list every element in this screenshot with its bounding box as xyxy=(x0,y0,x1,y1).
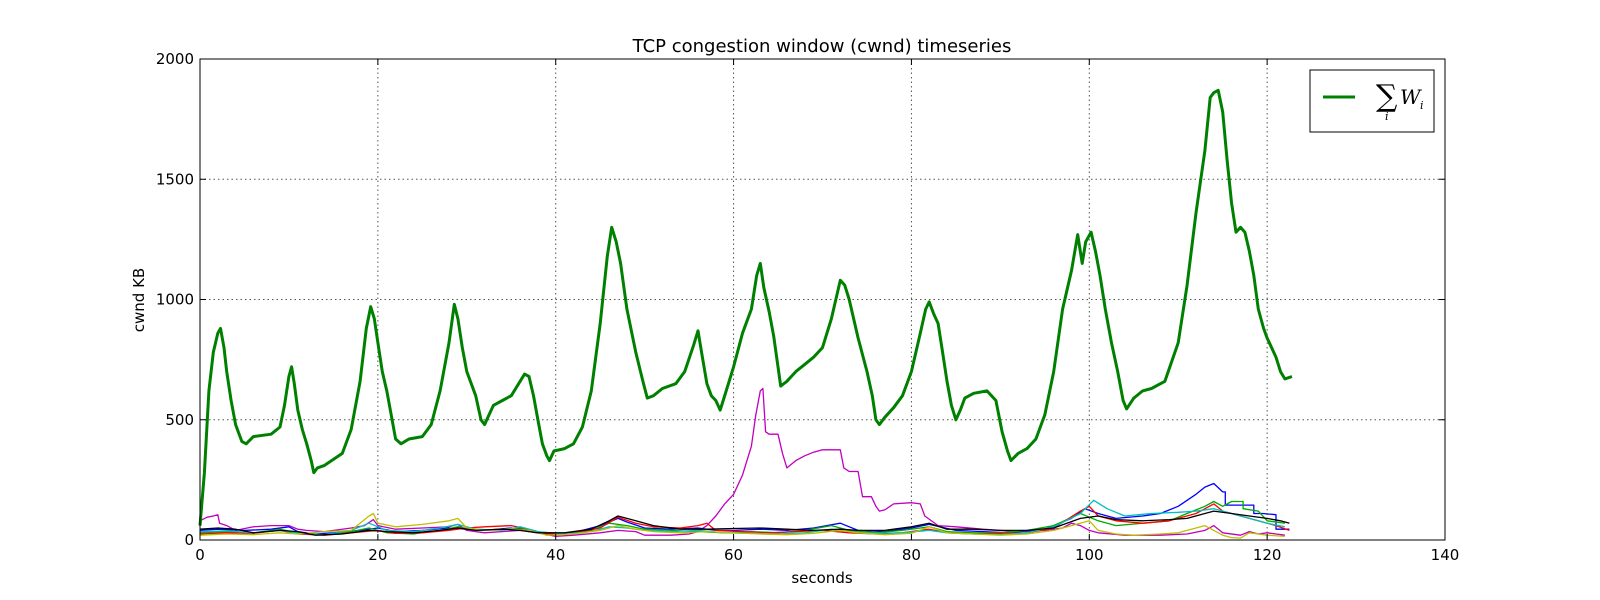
legend-var-subscript: i xyxy=(1420,99,1424,112)
grid-layer xyxy=(200,59,1445,540)
legend-var: W xyxy=(1400,85,1422,109)
y-tick-label: 2000 xyxy=(156,50,194,68)
series-line-yellow xyxy=(199,512,1285,539)
series-line-black xyxy=(199,510,1290,536)
x-tick-label: 120 xyxy=(1253,546,1282,564)
legend: ∑ i W i xyxy=(1309,69,1435,133)
chart-title: TCP congestion window (cwnd) timeseries xyxy=(632,36,1012,57)
legend-sum-symbol: ∑ xyxy=(1376,79,1398,114)
y-tick-label: 1500 xyxy=(156,170,194,188)
y-axis-label: cwnd KB xyxy=(130,268,148,332)
y-tick-label: 500 xyxy=(165,411,194,429)
x-tick-label: 60 xyxy=(724,546,743,564)
legend-box xyxy=(1309,69,1435,133)
x-tick-label: 140 xyxy=(1431,546,1460,564)
x-axis-label: seconds xyxy=(791,569,852,587)
x-tick-label: 0 xyxy=(195,546,205,564)
y-tick-label: 1000 xyxy=(156,291,194,309)
series-line-magenta xyxy=(199,387,1285,538)
x-tick-label: 80 xyxy=(902,546,921,564)
y-tick-label: 0 xyxy=(184,531,194,549)
legend-sum-index: i xyxy=(1385,110,1389,123)
series-layer xyxy=(198,88,1293,539)
x-tick-label: 20 xyxy=(368,546,387,564)
series-line-red xyxy=(199,503,1290,536)
series-line-sum xyxy=(198,88,1293,526)
x-tick-label: 40 xyxy=(546,546,565,564)
tick-layer: 0 20 40 60 80 100 120 140 0 500 1000 1500 2000 xyxy=(156,50,1460,564)
x-tick-label: 100 xyxy=(1075,546,1104,564)
